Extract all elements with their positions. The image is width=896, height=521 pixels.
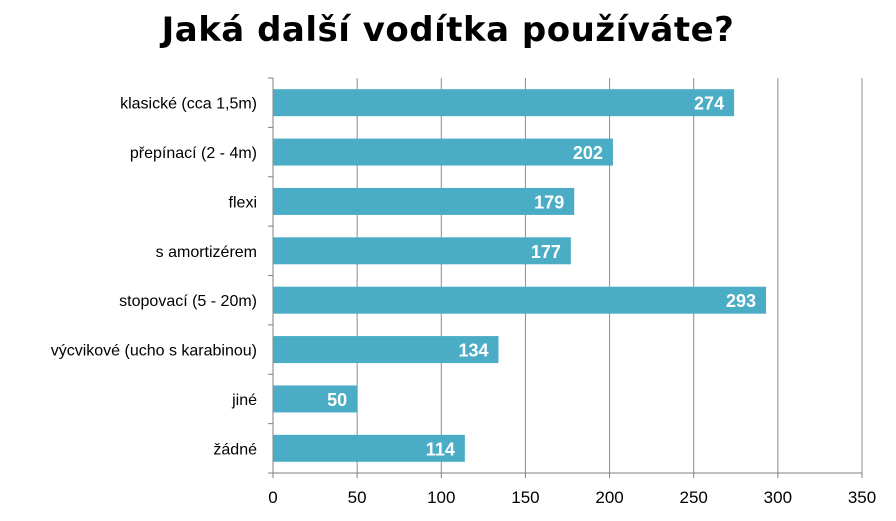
data-label: 177 bbox=[531, 242, 561, 262]
data-label: 50 bbox=[327, 390, 347, 410]
bar bbox=[273, 187, 575, 215]
bar bbox=[273, 434, 465, 462]
x-tick-label: 50 bbox=[348, 488, 367, 507]
category-label: výcvikové (ucho s karabinou) bbox=[51, 343, 257, 360]
data-label: 274 bbox=[694, 94, 724, 114]
x-tick-label: 100 bbox=[427, 488, 455, 507]
chart-title: Jaká další vodítka používáte? bbox=[161, 10, 735, 50]
data-label: 179 bbox=[534, 192, 564, 212]
category-label: žádné bbox=[213, 441, 257, 458]
x-tick-label: 300 bbox=[764, 488, 792, 507]
bar bbox=[273, 286, 767, 314]
category-label: jiné bbox=[231, 392, 257, 409]
data-label: 114 bbox=[426, 439, 455, 459]
x-tick-label: 250 bbox=[680, 488, 708, 507]
bar bbox=[273, 237, 571, 265]
bar bbox=[273, 89, 735, 117]
data-label: 202 bbox=[573, 143, 603, 163]
category-label: s amortizérem bbox=[156, 244, 257, 261]
x-tick-label: 150 bbox=[511, 488, 539, 507]
category-label: klasické (cca 1,5m) bbox=[120, 96, 257, 113]
x-tick-label: 350 bbox=[848, 488, 876, 507]
x-tick-label: 200 bbox=[595, 488, 623, 507]
x-tick-label: 0 bbox=[268, 488, 277, 507]
bar bbox=[273, 385, 358, 413]
data-label: 134 bbox=[458, 341, 488, 361]
category-label: přepínací (2 - 4m) bbox=[130, 145, 257, 162]
data-label: 293 bbox=[726, 291, 756, 311]
bar bbox=[273, 138, 613, 166]
bar bbox=[273, 336, 499, 364]
category-label: stopovací (5 - 20m) bbox=[119, 293, 257, 310]
category-label: flexi bbox=[229, 194, 257, 211]
